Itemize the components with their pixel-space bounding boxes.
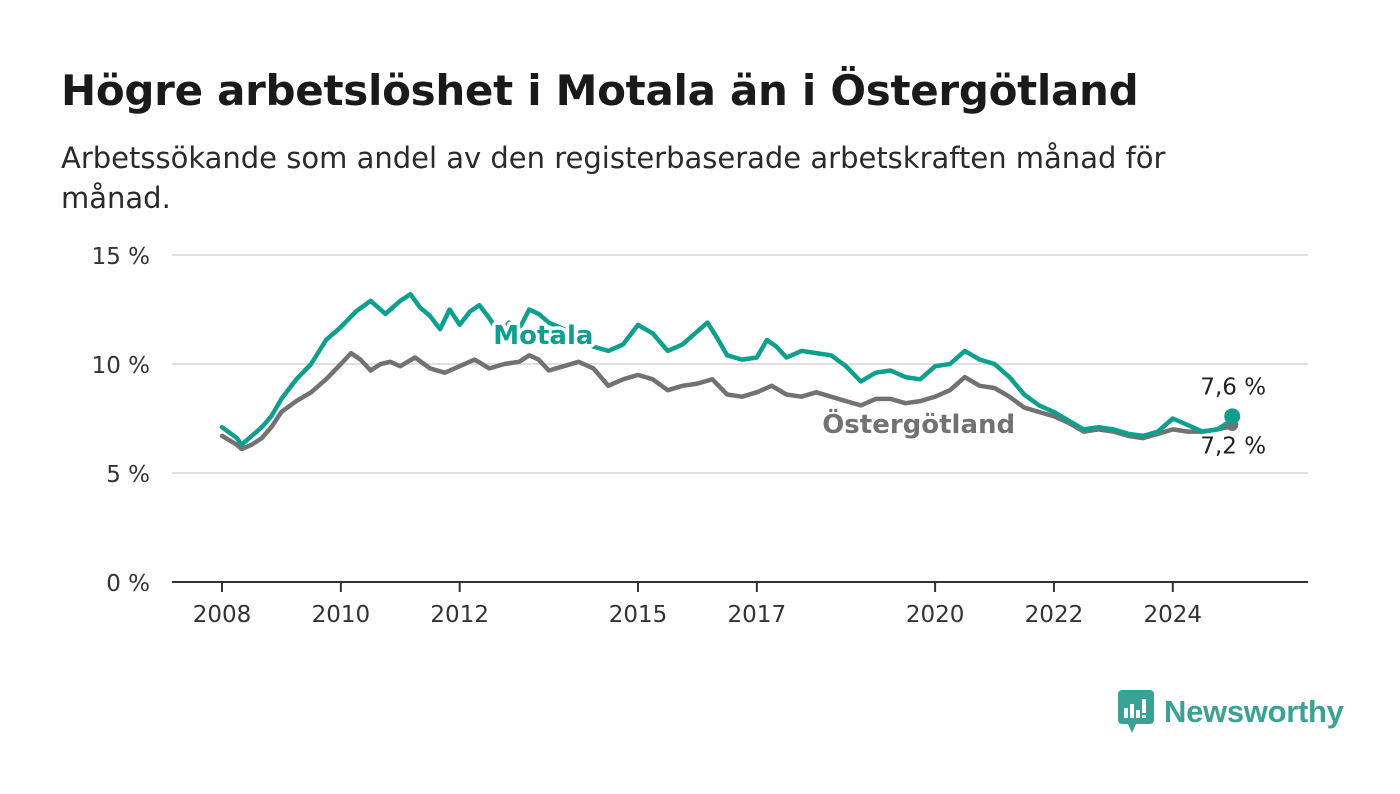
end-value-label-ostergotland: 7,2 % xyxy=(1200,433,1266,459)
series-line-ostergotland xyxy=(219,350,1235,452)
brand-name: Newsworthy xyxy=(1164,694,1344,729)
x-tick-label: 2008 xyxy=(193,602,252,628)
end-value-label-motala: 7,6 % xyxy=(1200,375,1266,401)
x-tick-label: 2017 xyxy=(728,602,787,628)
x-tick-label: 2024 xyxy=(1144,602,1203,628)
y-tick-label: 15 % xyxy=(92,244,150,270)
x-tick-label: 2022 xyxy=(1025,602,1084,628)
series-line-motala xyxy=(219,291,1235,447)
chart-title: Högre arbetslöshet i Motala än i Östergö… xyxy=(61,66,1139,115)
newsworthy-brand[interactable]: Newsworthy xyxy=(1118,690,1344,734)
x-tick-label: 2020 xyxy=(906,602,965,628)
x-tick-label: 2012 xyxy=(430,602,489,628)
x-tick-label: 2010 xyxy=(312,602,371,628)
series-label-motala: Motala xyxy=(493,321,593,351)
x-tick-label: 2015 xyxy=(609,602,668,628)
end-dot-motala xyxy=(1224,408,1241,425)
y-tick-label: 0 % xyxy=(106,571,150,597)
y-tick-label: 10 % xyxy=(92,353,150,379)
newsworthy-logo-icon xyxy=(1118,690,1154,733)
y-tick-label: 5 % xyxy=(106,462,150,488)
series-label-ostergotland: Östergötland xyxy=(822,407,1015,440)
chart-subtitle: Arbetssökande som andel av den registerb… xyxy=(61,141,1166,215)
